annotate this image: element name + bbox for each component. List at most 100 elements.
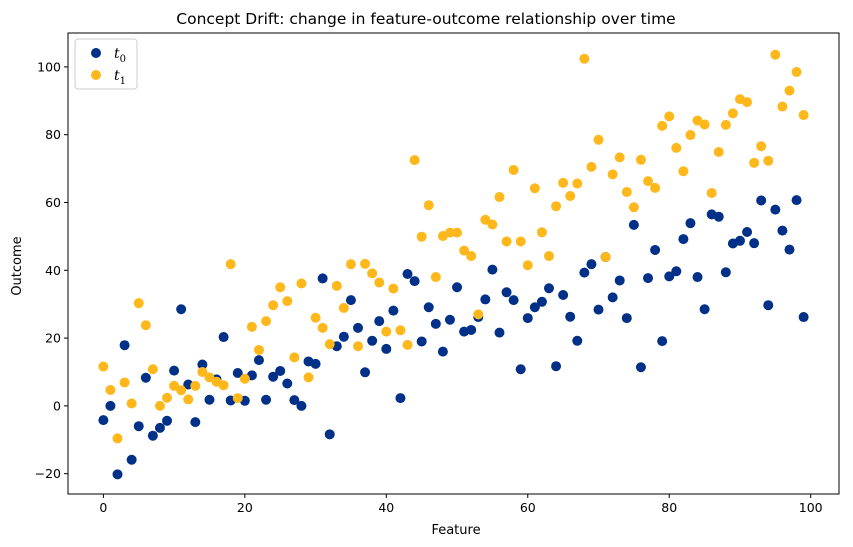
point-series-0 xyxy=(324,429,335,440)
point-series-0 xyxy=(388,305,399,316)
point-series-1 xyxy=(444,227,455,238)
point-series-1 xyxy=(473,309,484,320)
point-series-1 xyxy=(296,278,307,289)
point-series-1 xyxy=(565,191,576,202)
point-series-1 xyxy=(225,259,236,270)
point-series-0 xyxy=(338,331,349,342)
point-series-0 xyxy=(565,311,576,322)
point-series-0 xyxy=(232,367,243,378)
point-series-0 xyxy=(742,226,753,237)
x-tick-label: 60 xyxy=(520,500,536,515)
point-series-0 xyxy=(119,340,130,351)
point-series-1 xyxy=(536,227,547,238)
point-series-0 xyxy=(734,235,745,246)
point-series-0 xyxy=(381,343,392,354)
point-series-1 xyxy=(635,154,646,165)
point-series-1 xyxy=(409,155,420,166)
y-axis: −20 0 20 40 60 80 100 xyxy=(35,59,68,481)
point-series-1 xyxy=(706,187,717,198)
point-series-1 xyxy=(430,272,441,283)
y-tick-label: 100 xyxy=(37,59,61,74)
point-series-1 xyxy=(494,192,505,203)
x-tick-label: 20 xyxy=(237,500,253,515)
point-series-0 xyxy=(529,302,540,313)
point-series-0 xyxy=(558,290,569,301)
plot-area xyxy=(67,32,840,495)
point-series-0 xyxy=(176,304,187,315)
point-series-0 xyxy=(494,327,505,338)
point-series-0 xyxy=(367,335,378,346)
point-series-0 xyxy=(402,269,413,280)
point-series-1 xyxy=(310,312,321,323)
point-series-0 xyxy=(643,273,654,284)
y-tick-label: 80 xyxy=(45,127,61,142)
point-series-0 xyxy=(430,318,441,329)
point-series-1 xyxy=(650,182,661,193)
point-series-0 xyxy=(218,332,229,343)
point-series-1 xyxy=(480,214,491,225)
point-series-1 xyxy=(162,392,173,403)
point-series-0 xyxy=(480,294,491,305)
point-series-1 xyxy=(671,142,682,153)
legend-marker xyxy=(91,48,101,58)
point-series-1 xyxy=(579,53,590,64)
point-series-1 xyxy=(275,282,286,293)
point-series-1 xyxy=(607,169,618,180)
point-series-1 xyxy=(459,245,470,256)
point-series-1 xyxy=(466,251,477,262)
point-series-1 xyxy=(763,155,774,166)
point-series-0 xyxy=(261,394,272,405)
point-series-0 xyxy=(310,358,321,369)
point-series-1 xyxy=(558,177,569,188)
point-series-1 xyxy=(126,398,137,409)
point-series-1 xyxy=(586,161,597,172)
point-series-1 xyxy=(551,201,562,212)
point-series-1 xyxy=(261,316,272,327)
point-series-1 xyxy=(353,341,364,352)
point-series-0 xyxy=(133,421,144,432)
point-series-1 xyxy=(543,251,554,262)
y-tick-label: 0 xyxy=(53,398,61,413)
point-series-1 xyxy=(105,384,116,395)
point-series-0 xyxy=(664,271,675,282)
point-series-0 xyxy=(593,304,604,315)
point-series-0 xyxy=(147,430,158,441)
point-series-1 xyxy=(713,146,724,157)
point-series-1 xyxy=(289,352,300,363)
y-tick-label: 60 xyxy=(45,195,61,210)
point-series-0 xyxy=(353,322,364,333)
point-series-0 xyxy=(685,218,696,229)
point-series-0 xyxy=(621,313,632,324)
point-series-1 xyxy=(742,97,753,108)
point-series-1 xyxy=(798,110,809,121)
point-series-0 xyxy=(586,259,597,270)
point-series-1 xyxy=(98,361,109,372)
point-series-1 xyxy=(154,400,165,411)
point-series-1 xyxy=(791,66,802,77)
point-series-0 xyxy=(508,295,519,306)
point-series-0 xyxy=(204,394,215,405)
point-series-1 xyxy=(423,200,434,211)
point-series-0 xyxy=(268,371,279,382)
point-series-0 xyxy=(409,276,420,287)
point-series-1 xyxy=(529,183,540,194)
point-series-1 xyxy=(720,119,731,130)
point-series-1 xyxy=(756,141,767,152)
point-series-0 xyxy=(98,415,109,426)
point-series-0 xyxy=(296,400,307,411)
point-series-0 xyxy=(628,219,639,230)
point-series-1 xyxy=(360,258,371,269)
point-series-1 xyxy=(515,236,526,247)
legend-box xyxy=(74,38,138,90)
point-series-0 xyxy=(345,295,356,306)
point-series-0 xyxy=(678,234,689,245)
point-series-1 xyxy=(140,320,151,331)
point-series-0 xyxy=(190,417,201,428)
point-series-1 xyxy=(374,277,385,288)
point-series-0 xyxy=(169,365,180,376)
data-points xyxy=(98,49,809,480)
point-series-0 xyxy=(763,300,774,311)
point-series-0 xyxy=(437,346,448,357)
point-series-1 xyxy=(218,380,229,391)
point-series-1 xyxy=(749,157,760,168)
